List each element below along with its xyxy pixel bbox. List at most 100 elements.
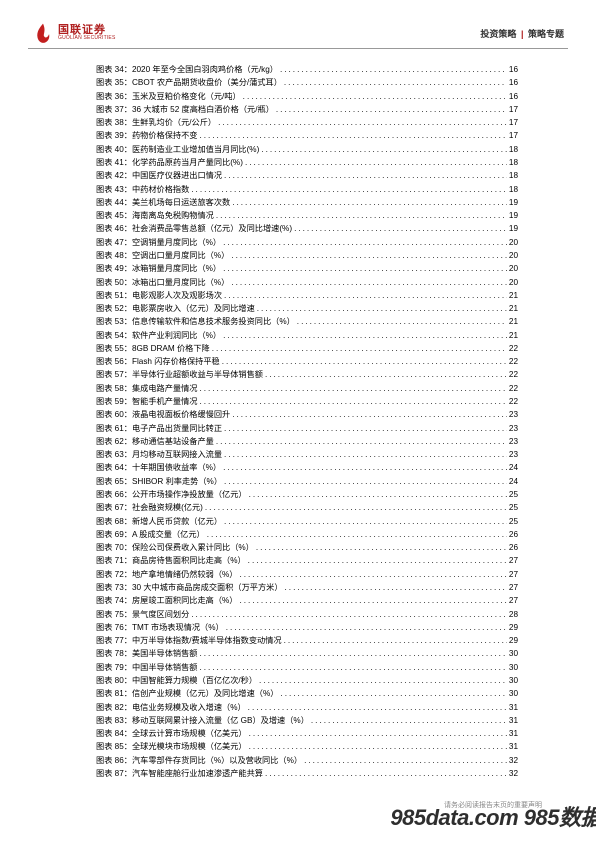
toc-dots (212, 342, 507, 355)
toc-dots (261, 143, 507, 156)
toc-row: 图表 63：月均移动互联网接入流量 23 (96, 448, 518, 461)
toc-dots (248, 554, 507, 567)
toc-label: 图表 64：十年期国债收益率（%） (96, 461, 221, 474)
toc-dots (249, 727, 507, 740)
toc-label: 图表 63：月均移动互联网接入流量 (96, 448, 222, 461)
toc-row: 图表 72：地产拿地情绪仍然较弱（%） 27 (96, 568, 518, 581)
table-of-contents: 图表 34：2020 年至今全国白羽肉鸡价格（元/kg） 16图表 35：CBO… (28, 49, 568, 780)
toc-row: 图表 41：化学药品原药当月产量同比(%) 18 (96, 156, 518, 169)
toc-dots (224, 448, 507, 461)
toc-dots (249, 740, 507, 753)
toc-dots (218, 116, 507, 129)
toc-dots (205, 501, 507, 514)
toc-page: 28 (509, 608, 518, 621)
toc-page: 20 (509, 249, 518, 262)
logo-text-en: GUOLIAN SECURITIES (58, 36, 116, 41)
toc-dots (284, 634, 507, 647)
toc-label: 图表 83：移动互联网累计接入流量（亿 GB）及增速（%） (96, 714, 309, 727)
toc-page: 25 (509, 488, 518, 501)
toc-label: 图表 44：美兰机场每日运送旅客次数 (96, 196, 230, 209)
toc-label: 图表 76：TMT 市场表现情况（%） (96, 621, 224, 634)
toc-dots (199, 661, 506, 674)
toc-row: 图表 87：汽车智能座舱行业加速渗透产能共算 32 (96, 767, 518, 780)
toc-dots (297, 315, 507, 328)
toc-page: 27 (509, 594, 518, 607)
toc-dots (223, 329, 507, 342)
toc-label: 图表 40：医药制造业工业增加值当月同比(%) (96, 143, 259, 156)
toc-row: 图表 69：A 股成交量（亿元） 26 (96, 528, 518, 541)
toc-page: 26 (509, 541, 518, 554)
toc-row: 图表 73：30 大中城市商品房成交面积（万平方米） 27 (96, 581, 518, 594)
toc-dots (280, 687, 506, 700)
toc-page: 21 (509, 302, 518, 315)
toc-row: 图表 46：社会消费品零售总额（亿元）及同比增速(%) 19 (96, 222, 518, 235)
toc-label: 图表 61：电子产品出货量同比转正 (96, 422, 222, 435)
flame-logo-icon (32, 22, 54, 44)
toc-row: 图表 40：医药制造业工业增加值当月同比(%) 18 (96, 143, 518, 156)
toc-label: 图表 71：商品房待售面积同比走高（%） (96, 554, 246, 567)
toc-row: 图表 77：中万半导体指数/费城半导体指数变动情况 29 (96, 634, 518, 647)
toc-label: 图表 73：30 大中城市商品房成交面积（万平方米） (96, 581, 283, 594)
toc-row: 图表 74：房屋竣工面积同比走高（%） 27 (96, 594, 518, 607)
toc-page: 23 (509, 408, 518, 421)
toc-label: 图表 37：36 大城市 52 度高档白酒价格（元/瓶） (96, 103, 274, 116)
page-header: 国联证券 GUOLIAN SECURITIES 投资策略 | 策略专题 (28, 22, 568, 49)
toc-dots (257, 302, 507, 315)
toc-page: 25 (509, 515, 518, 528)
toc-row: 图表 53：信息传输软件和信息技术服务投资同比（%） 21 (96, 315, 518, 328)
toc-label: 图表 68：新增人民币贷款（亿元） (96, 515, 222, 528)
toc-dots (285, 581, 507, 594)
toc-label: 图表 36：玉米及豆粕价格变化（元/吨） (96, 90, 241, 103)
toc-label: 图表 48：空调出口量月度同比（%） (96, 249, 229, 262)
toc-page: 18 (509, 169, 518, 182)
toc-dots (239, 594, 506, 607)
toc-row: 图表 44：美兰机场每日运送旅客次数 19 (96, 196, 518, 209)
toc-row: 图表 42：中国医疗仪器进出口情况 18 (96, 169, 518, 182)
toc-page: 29 (509, 621, 518, 634)
toc-page: 23 (509, 448, 518, 461)
header-category: 投资策略 | 策略专题 (480, 27, 564, 40)
toc-dots (239, 568, 506, 581)
toc-dots (249, 488, 507, 501)
toc-label: 图表 78：美国半导体销售额 (96, 647, 197, 660)
header-cat-b: 策略专题 (528, 29, 564, 39)
toc-dots (199, 395, 506, 408)
toc-row: 图表 86：汽车零部件存货同比（%）以及营收同比（%） 32 (96, 754, 518, 767)
toc-row: 图表 52：电影票房收入（亿元）及同比增速 21 (96, 302, 518, 315)
toc-page: 20 (509, 236, 518, 249)
toc-row: 图表 67：社会融资规模(亿元) 25 (96, 501, 518, 514)
toc-row: 图表 49：冰箱销量月度同比（%） 20 (96, 262, 518, 275)
toc-row: 图表 80：中国智能算力规模（百亿亿次/秒） 30 (96, 674, 518, 687)
toc-dots (199, 647, 506, 660)
toc-page: 22 (509, 368, 518, 381)
toc-page: 31 (509, 740, 518, 753)
toc-dots (222, 355, 507, 368)
toc-row: 图表 55：8GB DRAM 价格下降 22 (96, 342, 518, 355)
toc-row: 图表 56：Flash 闪存价格保持平稳 22 (96, 355, 518, 368)
toc-row: 图表 48：空调出口量月度同比（%） 20 (96, 249, 518, 262)
toc-row: 图表 71：商品房待售面积同比走高（%） 27 (96, 554, 518, 567)
toc-page: 31 (509, 727, 518, 740)
toc-dots (224, 422, 507, 435)
toc-dots (259, 674, 507, 687)
toc-row: 图表 75：景气度区间划分 28 (96, 608, 518, 621)
toc-page: 21 (509, 315, 518, 328)
toc-page: 16 (509, 63, 518, 76)
toc-page: 16 (509, 76, 518, 89)
toc-label: 图表 55：8GB DRAM 价格下降 (96, 342, 210, 355)
toc-label: 图表 47：空调销量月度同比（%） (96, 236, 221, 249)
toc-row: 图表 68：新增人民币贷款（亿元） 25 (96, 515, 518, 528)
toc-label: 图表 77：中万半导体指数/费城半导体指数变动情况 (96, 634, 282, 647)
toc-page: 18 (509, 183, 518, 196)
toc-dots (191, 608, 507, 621)
header-cat-a: 投资策略 (480, 29, 516, 39)
toc-page: 17 (509, 129, 518, 142)
toc-dots (294, 222, 507, 235)
toc-row: 图表 79：中国半导体销售额 30 (96, 661, 518, 674)
toc-dots (243, 90, 507, 103)
toc-row: 图表 39：药物价格保持不变 17 (96, 129, 518, 142)
toc-label: 图表 57：半导体行业超额收益与半导体销售额 (96, 368, 263, 381)
toc-row: 图表 85：全球光模块市场规模（亿美元） 31 (96, 740, 518, 753)
toc-page: 17 (509, 103, 518, 116)
toc-page: 19 (509, 196, 518, 209)
